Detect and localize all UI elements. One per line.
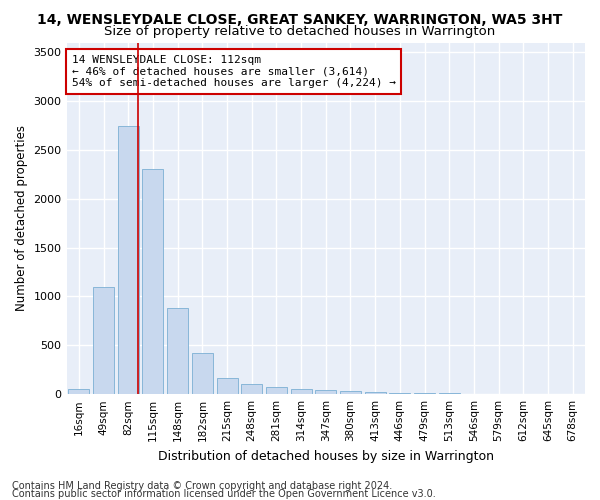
Bar	[217, 378, 238, 394]
Bar	[192, 353, 213, 394]
Bar	[241, 384, 262, 394]
Bar	[142, 170, 163, 394]
Bar	[315, 390, 336, 394]
Bar	[266, 388, 287, 394]
Y-axis label: Number of detached properties: Number of detached properties	[15, 126, 28, 312]
Text: 14, WENSLEYDALE CLOSE, GREAT SANKEY, WARRINGTON, WA5 3HT: 14, WENSLEYDALE CLOSE, GREAT SANKEY, WAR…	[37, 12, 563, 26]
Text: Contains public sector information licensed under the Open Government Licence v3: Contains public sector information licen…	[12, 489, 436, 499]
Bar	[118, 126, 139, 394]
Bar	[290, 389, 311, 394]
Bar	[389, 392, 410, 394]
Bar	[340, 391, 361, 394]
Bar	[365, 392, 386, 394]
Text: Size of property relative to detached houses in Warrington: Size of property relative to detached ho…	[104, 25, 496, 38]
Text: 14 WENSLEYDALE CLOSE: 112sqm
← 46% of detached houses are smaller (3,614)
54% of: 14 WENSLEYDALE CLOSE: 112sqm ← 46% of de…	[72, 55, 396, 88]
Bar	[414, 393, 435, 394]
Bar	[68, 390, 89, 394]
Bar	[167, 308, 188, 394]
Bar	[93, 286, 114, 394]
X-axis label: Distribution of detached houses by size in Warrington: Distribution of detached houses by size …	[158, 450, 494, 462]
Text: Contains HM Land Registry data © Crown copyright and database right 2024.: Contains HM Land Registry data © Crown c…	[12, 481, 392, 491]
